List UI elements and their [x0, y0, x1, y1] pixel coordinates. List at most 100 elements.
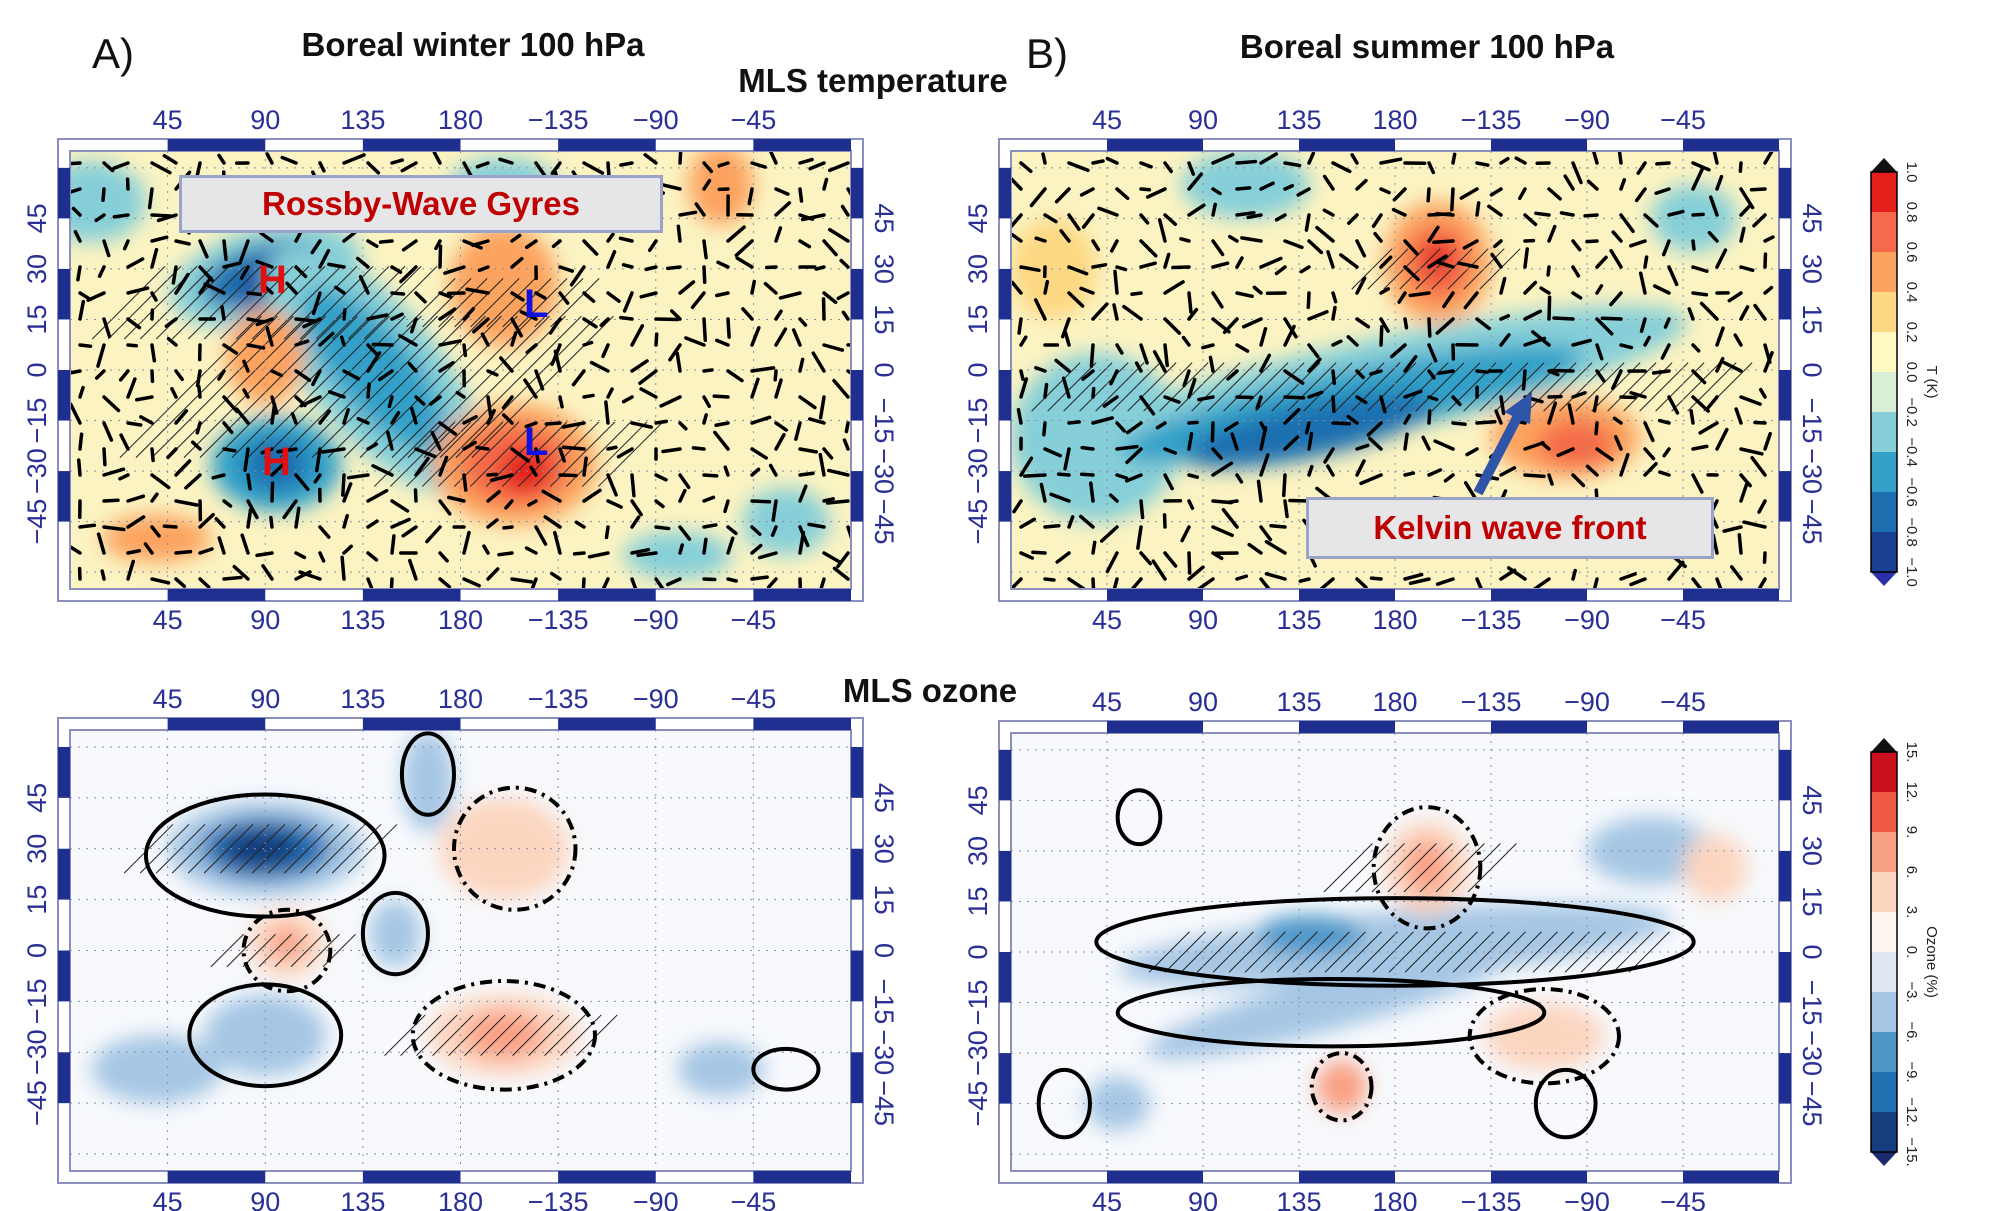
lat-tick-label: 30 [22, 254, 52, 284]
wind-vector [1427, 317, 1432, 338]
wind-vector [1403, 389, 1423, 399]
wind-vector [1211, 525, 1234, 538]
wind-vector [1210, 421, 1215, 443]
wind-vector [70, 369, 82, 375]
wind-vector [618, 315, 634, 321]
negative-contour [399, 731, 456, 817]
wind-vector [1427, 225, 1440, 243]
wind-vector [1042, 421, 1047, 437]
wind-vector [1427, 395, 1439, 402]
wind-vector [1307, 343, 1320, 359]
wind-vector [217, 536, 226, 555]
low-marker: L [524, 420, 549, 464]
wind-vector [1523, 473, 1546, 479]
wind-vector [1264, 540, 1287, 555]
wind-vector [174, 369, 184, 382]
colorbar-tick-label: 15. [1903, 742, 1920, 763]
frame-band [999, 850, 1011, 902]
wind-vector [1708, 195, 1719, 217]
wind-vector [630, 547, 651, 555]
anomaly-field [1011, 151, 1737, 522]
wind-vector [78, 523, 97, 529]
wind-vector [589, 360, 610, 373]
wind-vector [1499, 276, 1507, 295]
wind-vector [606, 445, 618, 451]
colorbar-tick-label: 0.8 [1903, 202, 1920, 223]
wind-vector [798, 530, 806, 555]
wind-vector [135, 395, 154, 402]
wind-vector [366, 442, 379, 451]
wind-vector [1187, 291, 1193, 314]
wind-vector [366, 488, 389, 503]
anomaly-blob [401, 730, 454, 832]
colorbar-under-triangle [1871, 572, 1897, 586]
wind-vector [1299, 265, 1311, 274]
frame-band [167, 1171, 266, 1183]
significance-hatch [1063, 362, 1113, 412]
wind-vector [807, 522, 826, 529]
wind-vector [222, 575, 243, 581]
wind-vector [102, 467, 126, 477]
wind-vector [1307, 239, 1324, 255]
frame-band [558, 589, 656, 601]
wind-vector [1698, 421, 1719, 435]
wind-vector [294, 317, 317, 323]
significance-hatch [1415, 362, 1465, 412]
wind-vector [1259, 577, 1272, 589]
wind-vector [510, 256, 524, 269]
wind-vector [1595, 343, 1604, 361]
wind-vector [1403, 572, 1424, 581]
lat-tick-label: 0 [869, 362, 899, 377]
wind-vector [750, 467, 761, 477]
wind-vector [534, 369, 545, 391]
wind-vector [1322, 208, 1335, 217]
negative-contour [1533, 1067, 1598, 1140]
wind-vector [1691, 167, 1704, 191]
wind-vector [525, 343, 538, 355]
wind-vector [260, 447, 274, 455]
wind-vector [1667, 560, 1685, 581]
wind-vector [414, 291, 427, 304]
significance-hatch [171, 265, 246, 340]
significance-hatch [274, 933, 308, 968]
lon-tick-label: 135 [340, 605, 385, 635]
wind-vector [222, 239, 228, 262]
wind-vector [1619, 177, 1627, 191]
wind-vector [270, 369, 284, 378]
wind-vector [630, 515, 641, 529]
wind-vector [1089, 481, 1095, 503]
wind-vector [1187, 420, 1199, 425]
wind-vector [118, 473, 130, 481]
lat-tick-label: −45 [963, 499, 993, 545]
significance-hatch [439, 315, 582, 458]
wind-vector [1571, 291, 1583, 300]
wind-vector [1595, 369, 1606, 383]
wind-vector [630, 473, 636, 498]
significance-hatch [1223, 362, 1273, 412]
wind-vector [498, 157, 514, 165]
wind-vector [510, 331, 518, 347]
wind-vector [676, 224, 682, 243]
wind-vector [1379, 157, 1403, 165]
significance-hatch [1468, 931, 1510, 973]
wind-vector [1451, 395, 1462, 407]
wind-vector [675, 351, 682, 373]
wind-vector [543, 515, 562, 529]
wind-vector [1139, 499, 1145, 520]
significance-hatch [226, 933, 260, 968]
lon-tick-label: 90 [250, 605, 280, 635]
wind-vector [1629, 391, 1647, 399]
anomaly-blob [1537, 420, 1615, 468]
wind-vector [1060, 317, 1071, 339]
wind-vector [1208, 355, 1215, 373]
wind-vector [1331, 339, 1343, 347]
wind-vector [750, 543, 763, 555]
wind-vector [1151, 559, 1167, 581]
wind-vector [174, 239, 191, 246]
wind-vector [198, 239, 209, 259]
wind-vector [1514, 156, 1527, 165]
lon-tick-label: −45 [730, 605, 776, 635]
significance-hatch [1244, 931, 1286, 973]
wind-vector [1318, 577, 1335, 589]
wind-vector [265, 152, 274, 165]
